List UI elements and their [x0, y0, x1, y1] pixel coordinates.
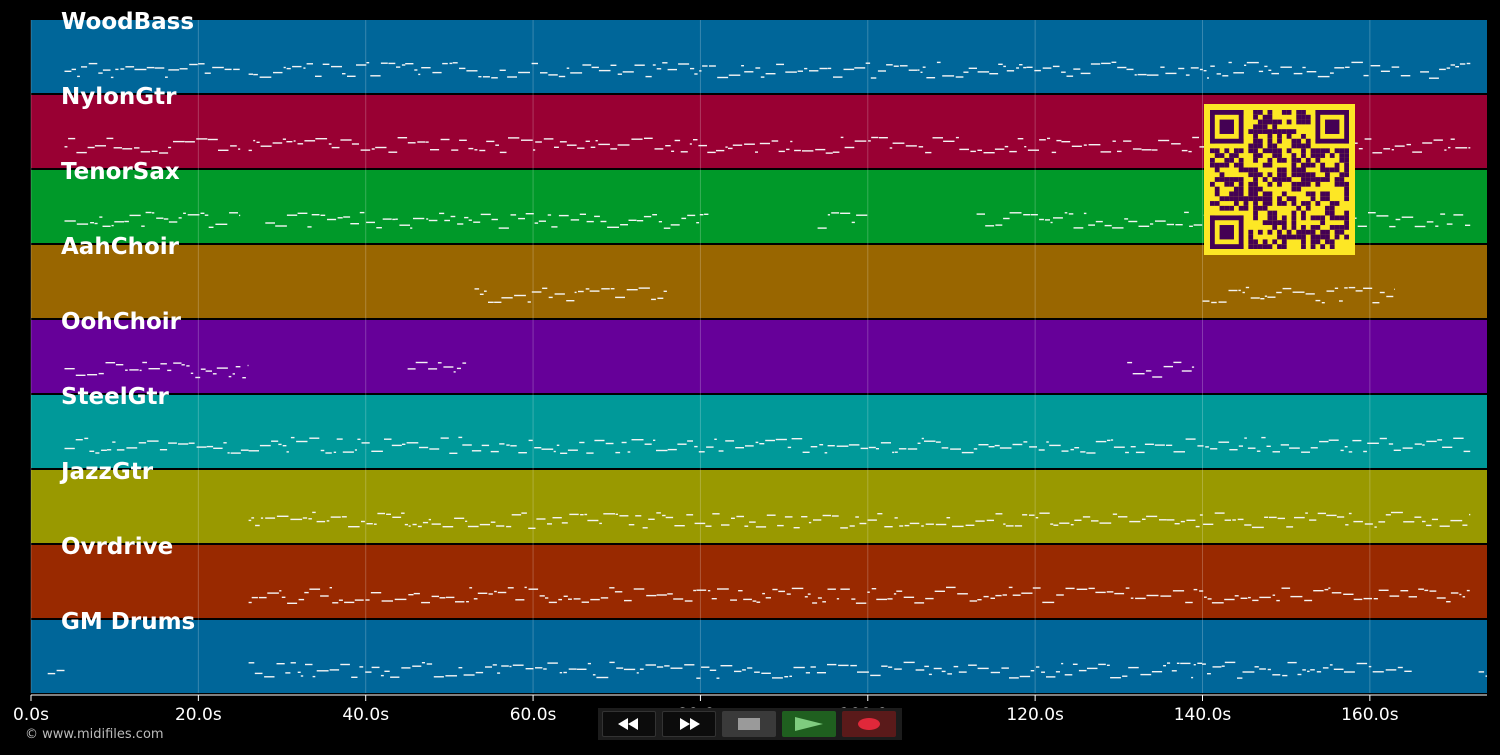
record-button[interactable] [842, 711, 896, 737]
tick-label: 60.0s [509, 705, 557, 725]
tick-label: 40.0s [342, 705, 390, 725]
tick-label: 140.0s [1173, 705, 1232, 725]
track-lane-jazzgtr [31, 470, 1487, 543]
track-label: AahChoir [61, 234, 179, 260]
qr-code-icon [1210, 110, 1349, 249]
track-notes [474, 286, 1395, 304]
track-lane-woodbass [31, 20, 1487, 93]
track-label: SteelGtr [61, 384, 169, 410]
fast-forward-button[interactable] [662, 711, 716, 737]
piano-roll[interactable] [0, 0, 1500, 705]
play-button[interactable] [782, 711, 836, 737]
transport-controls [598, 708, 902, 740]
track-lane-aahchoir [31, 245, 1487, 318]
track-notes [248, 586, 1470, 604]
track-lane-oohchoir [31, 320, 1487, 393]
track-notes [64, 436, 1471, 454]
track-label: TenorSax [61, 159, 180, 185]
tick-label: 160.0s [1341, 705, 1399, 725]
qr-code [1204, 104, 1355, 255]
play-icon [795, 717, 823, 731]
track-label: NylonGtr [61, 84, 177, 110]
rewind-icon [618, 718, 638, 730]
copyright-text: © www.midifiles.com [25, 727, 164, 742]
track-notes [47, 661, 1487, 679]
record-icon [858, 718, 880, 730]
track-lane-steelgtr [31, 395, 1487, 468]
track-notes [248, 511, 1471, 529]
track-notes [64, 361, 1195, 379]
track-lane-ovrdrive [31, 545, 1487, 618]
track-label: WoodBass [61, 9, 195, 35]
track-label: OohChoir [61, 309, 182, 335]
rewind-button[interactable] [602, 711, 656, 737]
tick-label: 0.0s [13, 705, 49, 725]
track-label: JazzGtr [61, 459, 154, 485]
track-lane-gm-drums [31, 620, 1487, 693]
stop-icon [738, 718, 760, 730]
track-label: GM Drums [61, 609, 196, 635]
track-label: Ovrdrive [61, 534, 174, 560]
tick-label: 120.0s [1006, 705, 1064, 725]
stop-button[interactable] [722, 711, 776, 737]
fast-forward-icon [680, 718, 700, 730]
track-notes [64, 61, 1471, 79]
tick-label: 20.0s [174, 705, 222, 725]
